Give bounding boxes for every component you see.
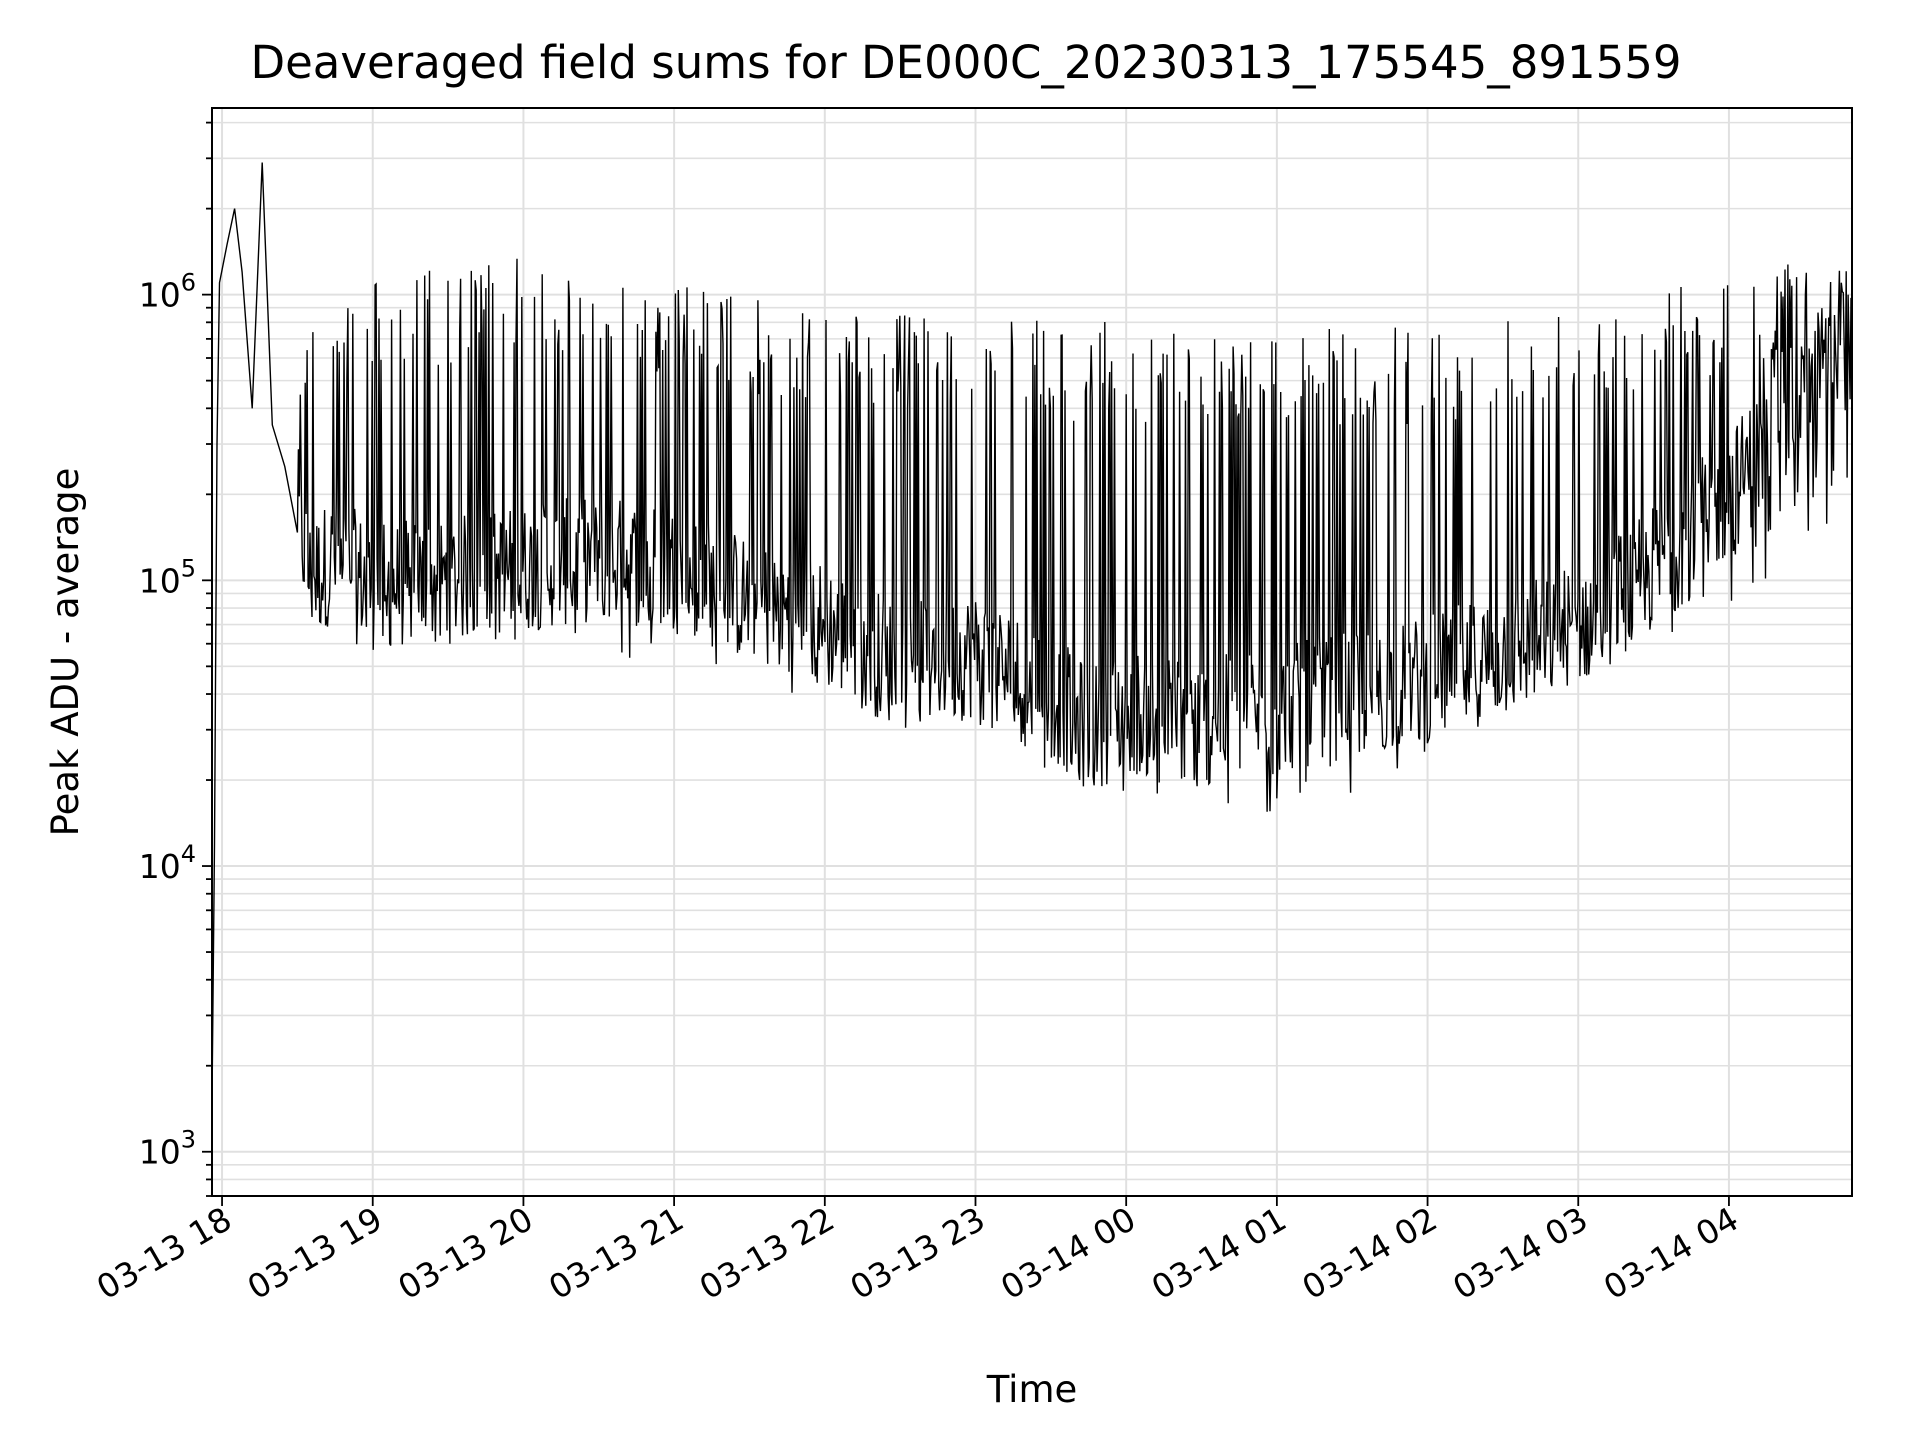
series-line (211, 162, 1853, 1102)
x-axis-label: Time (986, 1368, 1078, 1411)
y-tick-label: 106 (139, 269, 196, 315)
x-tick-label: 03-13 23 (843, 1199, 991, 1307)
y-tick-label: 104 (139, 840, 196, 886)
x-tick-label: 03-13 18 (90, 1199, 238, 1307)
x-tick-label: 03-14 00 (994, 1199, 1142, 1307)
y-axis: 103 104 105 106 (139, 121, 212, 1197)
x-tick-label: 03-14 04 (1597, 1199, 1745, 1307)
x-tick-label: 03-13 19 (241, 1199, 389, 1307)
x-tick-label: 03-14 02 (1296, 1199, 1444, 1307)
x-tick-label: 03-13 20 (391, 1199, 539, 1307)
y-tick-label: 105 (139, 554, 196, 600)
y-tick-label: 103 (139, 1126, 196, 1172)
chart-title: Deaveraged field sums for DE000C_2023031… (250, 36, 1681, 89)
data-series (211, 162, 1853, 1102)
x-axis: 03-13 18 03-13 19 03-13 20 03-13 21 03-13 22… (90, 1196, 1745, 1307)
x-tick-label: 03-13 21 (542, 1199, 690, 1307)
x-tick-label: 03-13 22 (693, 1199, 841, 1307)
plot-frame (211, 107, 1853, 1197)
x-tick-label: 03-14 03 (1446, 1199, 1594, 1307)
y-axis-label: Peak ADU - average (44, 468, 87, 837)
x-tick-label: 03-14 01 (1145, 1199, 1293, 1307)
